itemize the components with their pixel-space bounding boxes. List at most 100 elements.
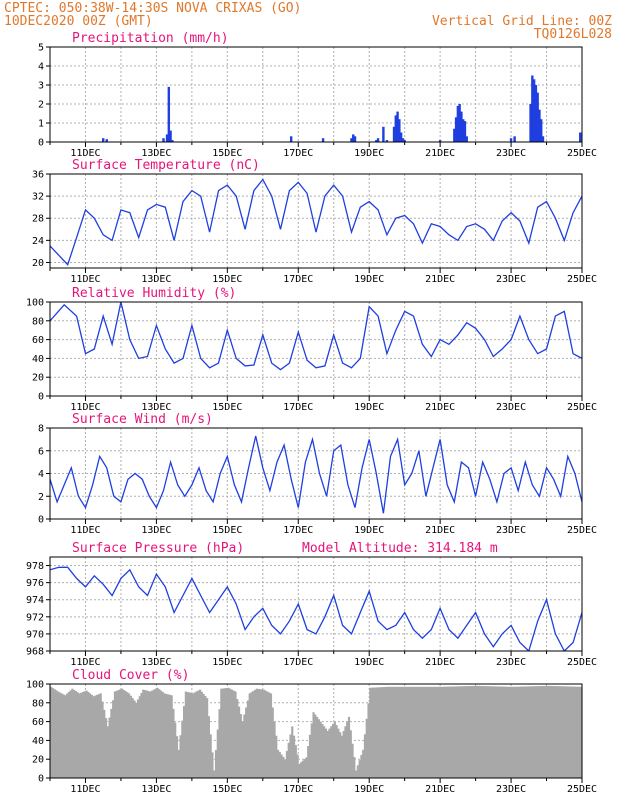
model-altitude-label: Model Altitude: 314.184 m	[302, 541, 498, 556]
precip-bar	[454, 117, 458, 142]
cloud-column	[112, 700, 115, 778]
cloud-column	[106, 726, 109, 778]
cloud-column	[142, 689, 145, 778]
cloud-column	[463, 686, 466, 778]
x-tick-label: 11DEC	[70, 784, 100, 795]
cloud-column	[138, 696, 141, 778]
cloud-column	[55, 690, 58, 778]
cloud-column	[365, 718, 368, 778]
x-tick-label: 25DEC	[567, 525, 597, 536]
cloud-column	[113, 691, 117, 778]
cloud-column	[346, 721, 349, 778]
cloud-column	[509, 686, 512, 778]
cloud-column	[236, 699, 239, 778]
x-tick-label: 23DEC	[496, 657, 526, 668]
panel-frame	[49, 46, 583, 143]
x-tick-label: 17DEC	[283, 525, 313, 536]
cloud-column	[518, 686, 521, 778]
cloud-column	[381, 687, 384, 778]
x-tick-label: 13DEC	[141, 784, 171, 795]
cloud-column	[188, 692, 191, 778]
y-tick-label: 80	[32, 698, 44, 709]
x-tick-label: 11DEC	[70, 525, 100, 536]
y-tick-label: 0	[38, 138, 44, 149]
cloud-column	[223, 688, 226, 778]
y-tick-label: 4	[38, 62, 44, 73]
cloud-column	[214, 750, 218, 778]
cloud-column	[126, 692, 129, 778]
cloud-column	[211, 752, 214, 778]
cloud-column	[170, 695, 173, 778]
y-tick-label: 20	[32, 755, 44, 766]
cloud-column	[186, 691, 189, 778]
cloud-column	[431, 686, 434, 778]
cloud-column	[57, 691, 60, 778]
cloud-column	[424, 686, 427, 778]
cloud-column	[535, 686, 539, 778]
y-tick-label: 40	[32, 354, 44, 365]
cloud-column	[122, 689, 125, 778]
precip-bar	[403, 140, 406, 142]
cloud-column	[183, 706, 186, 778]
x-tick-label: 19DEC	[354, 525, 384, 536]
cloud-column	[433, 686, 436, 778]
cloud-column	[115, 690, 118, 778]
panel-frame	[49, 173, 583, 269]
x-tick-label: 17DEC	[283, 274, 313, 285]
cloud-column	[266, 691, 269, 778]
precip-bar	[392, 126, 396, 142]
cloud-column	[129, 695, 132, 778]
cloud-column	[62, 694, 65, 778]
cloud-column	[544, 685, 547, 778]
cloud-column	[379, 687, 383, 778]
cloud-column	[358, 760, 361, 778]
cloud-column	[296, 754, 299, 778]
x-tick-label: 13DEC	[141, 657, 171, 668]
cloud-column	[310, 723, 313, 778]
cloud-column	[450, 686, 453, 778]
cloud-column	[65, 693, 69, 778]
cloud-column	[484, 686, 487, 778]
precip-bar	[165, 134, 169, 142]
panel-frame	[49, 301, 583, 397]
precip-bar	[541, 136, 545, 142]
x-tick-label: 11DEC	[70, 402, 100, 413]
cloud-column	[369, 687, 372, 778]
cloud-column	[133, 700, 136, 778]
cloud-column	[308, 734, 312, 778]
x-tick-label: 11DEC	[70, 148, 100, 159]
y-tick-label: 978	[26, 561, 44, 572]
wind-title: Surface Wind (m/s)	[72, 412, 213, 427]
precip-bar	[513, 136, 516, 142]
cloud-column	[333, 721, 336, 778]
precip-bar	[376, 138, 380, 142]
cloud-column	[542, 685, 546, 778]
precip-bar	[352, 134, 355, 142]
cloud-column	[225, 687, 228, 778]
cloud-column	[420, 686, 423, 778]
precip-bar	[579, 132, 582, 142]
cloud-column	[197, 690, 200, 778]
cloud-column	[566, 686, 569, 778]
cloud-column	[213, 770, 216, 778]
y-tick-label: 0	[38, 515, 44, 526]
cloud-column	[195, 691, 198, 778]
precip-bar	[289, 136, 293, 142]
x-tick-label: 19DEC	[354, 784, 384, 795]
cloud-column	[534, 686, 537, 778]
cloud-column	[466, 686, 469, 778]
y-tick-label: 60	[32, 717, 44, 728]
precip-bar	[460, 111, 463, 142]
cloud-column	[363, 734, 367, 778]
y-tick-label: 40	[32, 736, 44, 747]
x-tick-label: 13DEC	[141, 402, 171, 413]
temperature-panel	[46, 173, 583, 273]
cloud-column	[558, 686, 562, 778]
cloud-column	[507, 686, 510, 778]
cloud-column	[408, 686, 411, 778]
cloud-column	[461, 686, 464, 778]
cloud-column	[443, 686, 446, 778]
cloud-column	[372, 687, 375, 778]
cloud-column	[276, 749, 280, 778]
cloud-column	[319, 721, 322, 778]
